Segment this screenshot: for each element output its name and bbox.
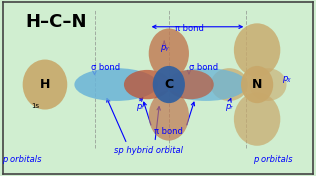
Text: H: H bbox=[40, 78, 50, 91]
Text: C: C bbox=[164, 78, 173, 91]
Ellipse shape bbox=[164, 68, 248, 101]
Text: pᵣ: pᵣ bbox=[225, 102, 232, 111]
Text: σ bond: σ bond bbox=[189, 63, 218, 72]
Ellipse shape bbox=[167, 70, 214, 99]
Text: σ bond: σ bond bbox=[91, 63, 120, 72]
Ellipse shape bbox=[149, 91, 189, 141]
Ellipse shape bbox=[234, 23, 280, 77]
Text: π bond: π bond bbox=[155, 127, 183, 136]
Ellipse shape bbox=[249, 68, 287, 101]
Text: p orbitals: p orbitals bbox=[2, 155, 41, 164]
Text: H–C–N: H–C–N bbox=[25, 13, 87, 32]
Text: 1s: 1s bbox=[32, 103, 40, 109]
Ellipse shape bbox=[124, 70, 170, 99]
Text: pᵣ: pᵣ bbox=[136, 102, 144, 111]
Text: pᵪ: pᵪ bbox=[282, 74, 290, 83]
Text: pᵧ: pᵧ bbox=[161, 43, 169, 52]
Text: π bond: π bond bbox=[174, 24, 204, 33]
Text: sp hybrid orbital: sp hybrid orbital bbox=[114, 146, 183, 155]
Ellipse shape bbox=[149, 29, 189, 78]
Ellipse shape bbox=[234, 92, 280, 146]
Text: N: N bbox=[252, 78, 262, 91]
Ellipse shape bbox=[23, 59, 67, 109]
Text: p orbitals: p orbitals bbox=[253, 155, 292, 164]
Ellipse shape bbox=[153, 66, 185, 103]
Ellipse shape bbox=[74, 68, 158, 101]
Ellipse shape bbox=[241, 66, 273, 103]
Ellipse shape bbox=[211, 68, 248, 101]
